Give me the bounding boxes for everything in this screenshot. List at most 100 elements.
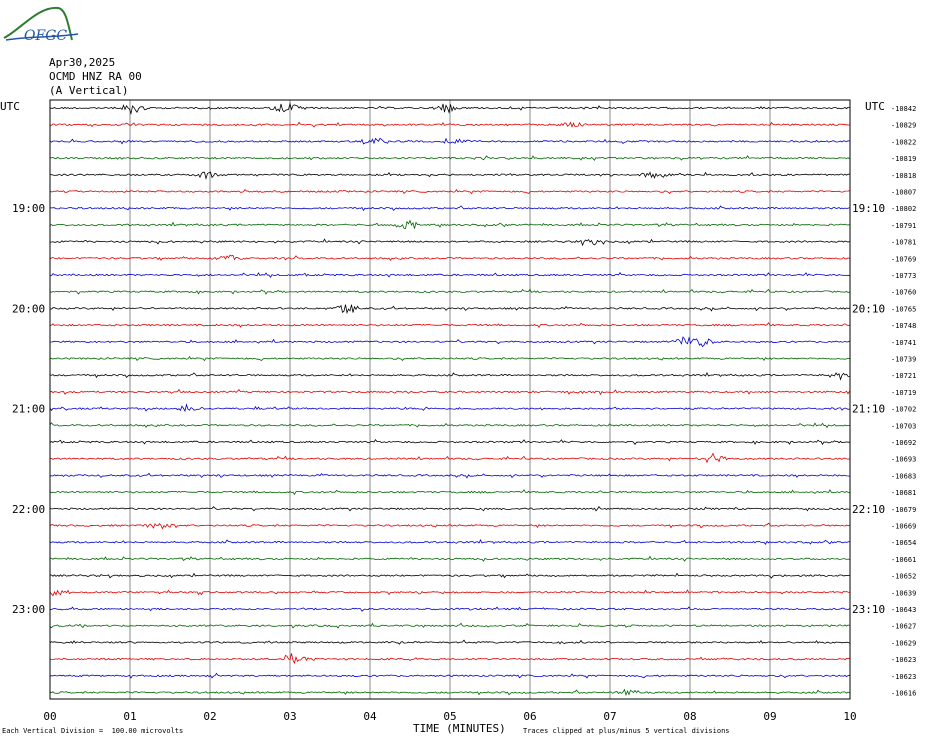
trace-offset-label: -10643 (891, 606, 916, 614)
trace-offset-label: -10721 (891, 372, 916, 380)
trace-offset-label: -10702 (891, 406, 916, 414)
trace-offset-label: -10765 (891, 305, 916, 313)
right-time-label: 21:10 (852, 403, 885, 416)
trace-line (49, 622, 850, 629)
trace-line (49, 121, 850, 128)
trace-line (49, 672, 850, 679)
trace-line (49, 388, 850, 396)
x-tick-label: 06 (523, 710, 536, 723)
trace-offset-label: -10781 (891, 239, 916, 247)
x-tick-label: 07 (603, 710, 616, 723)
trace-offset-label: -10623 (891, 656, 916, 664)
trace-offset-label: -10654 (891, 539, 916, 547)
right-axis-label: UTC (865, 100, 885, 113)
trace-line (49, 336, 850, 348)
right-time-label: 22:10 (852, 503, 885, 516)
trace-offset-labels: -10842 -10829 -10822 -10819 -10818 -10807 -108… (891, 105, 916, 698)
left-time-labels: 19:00 20:00 21:00 22:00 23:00 (12, 202, 45, 616)
station-code: OCMD HNZ RA 00 (49, 70, 142, 83)
trace-offset-label: -10741 (891, 339, 916, 347)
trace-offset-label: -10818 (891, 172, 916, 180)
record-date: Apr30,2025 (49, 56, 116, 69)
trace-offset-label: -10652 (891, 573, 916, 581)
trace-line (49, 219, 850, 229)
trace-line (50, 102, 850, 116)
minute-grid (129, 100, 771, 699)
x-tick-label: 02 (203, 710, 216, 723)
left-time-label: 19:00 (12, 202, 45, 215)
trace-offset-label: -10661 (891, 556, 916, 564)
trace-offset-label: -10719 (891, 389, 916, 397)
right-time-label: 20:10 (852, 302, 885, 315)
trace-line (49, 688, 850, 697)
trace-line (49, 589, 850, 597)
trace-line (49, 572, 850, 579)
x-tick-labels: 00 01 02 03 04 05 06 07 08 09 10 (43, 710, 856, 723)
trace-line (49, 538, 850, 546)
trace-line (49, 422, 850, 429)
scale-note: Each Vertical Division = 100.00 microvol… (2, 727, 184, 735)
trace-line (50, 272, 850, 278)
x-tick-label: 04 (363, 710, 377, 723)
trace-offset-label: -10760 (891, 289, 916, 297)
trace-line (49, 439, 850, 446)
trace-offset-label: -10692 (891, 439, 916, 447)
trace-offset-label: -10773 (891, 272, 916, 280)
clip-note: Traces clipped at plus/minus 5 vertical … (523, 727, 730, 735)
trace-line (49, 171, 850, 181)
left-time-label: 23:00 (12, 603, 45, 616)
trace-offset-label: -10669 (891, 523, 916, 531)
trace-line (49, 522, 850, 530)
trace-offset-label: -10703 (891, 422, 916, 430)
trace-line (49, 304, 850, 315)
trace-line (49, 238, 850, 247)
trace-line (49, 155, 850, 161)
trace-line (49, 137, 850, 145)
trace-offset-label: -10802 (891, 205, 916, 213)
trace-line (49, 356, 850, 362)
left-time-label: 20:00 (12, 302, 45, 315)
seismic-traces (49, 102, 850, 697)
trace-offset-label: -10829 (891, 122, 916, 130)
logo-underline (5, 33, 79, 41)
right-time-label: 23:10 (852, 603, 885, 616)
trace-line (49, 188, 850, 195)
trace-offset-label: -10629 (891, 639, 916, 647)
trace-offset-label: -10679 (891, 506, 916, 514)
component-label: (A Vertical) (49, 84, 129, 97)
trace-offset-label: -10769 (891, 255, 916, 263)
x-tick-label: 10 (843, 710, 856, 723)
trace-offset-label: -10842 (891, 105, 916, 113)
x-tick-label: 09 (763, 710, 776, 723)
x-tick-label: 08 (683, 710, 696, 723)
left-time-label: 22:00 (12, 503, 45, 516)
logo-swoosh (3, 6, 73, 41)
trace-line (49, 452, 850, 464)
logo-text: OFGC (24, 28, 67, 44)
x-tick-label: 05 (443, 710, 456, 723)
trace-line (49, 488, 850, 496)
plot-frame (49, 99, 851, 700)
trace-line (49, 555, 850, 562)
trace-line (49, 254, 850, 262)
trace-offset-label: -10616 (891, 690, 916, 698)
x-tick-label: 00 (43, 710, 56, 723)
trace-offset-label: -10681 (891, 489, 916, 497)
trace-offset-label: -10739 (891, 356, 916, 364)
ofgc-logo: OFGC (3, 6, 79, 44)
trace-line (49, 639, 850, 645)
trace-offset-label: -10822 (891, 138, 916, 146)
trace-offset-label: -10807 (891, 189, 916, 197)
trace-line (49, 506, 850, 512)
trace-offset-label: -10623 (891, 673, 916, 681)
left-axis-label: UTC (0, 100, 20, 113)
trace-line (49, 371, 850, 381)
trace-line (49, 403, 850, 413)
trace-offset-label: -10639 (891, 589, 916, 597)
trace-offset-label: -10791 (891, 222, 916, 230)
trace-line (49, 472, 850, 479)
x-axis-title: TIME (MINUTES) (413, 722, 506, 735)
trace-offset-label: -10693 (891, 456, 916, 464)
trace-line (50, 653, 850, 665)
